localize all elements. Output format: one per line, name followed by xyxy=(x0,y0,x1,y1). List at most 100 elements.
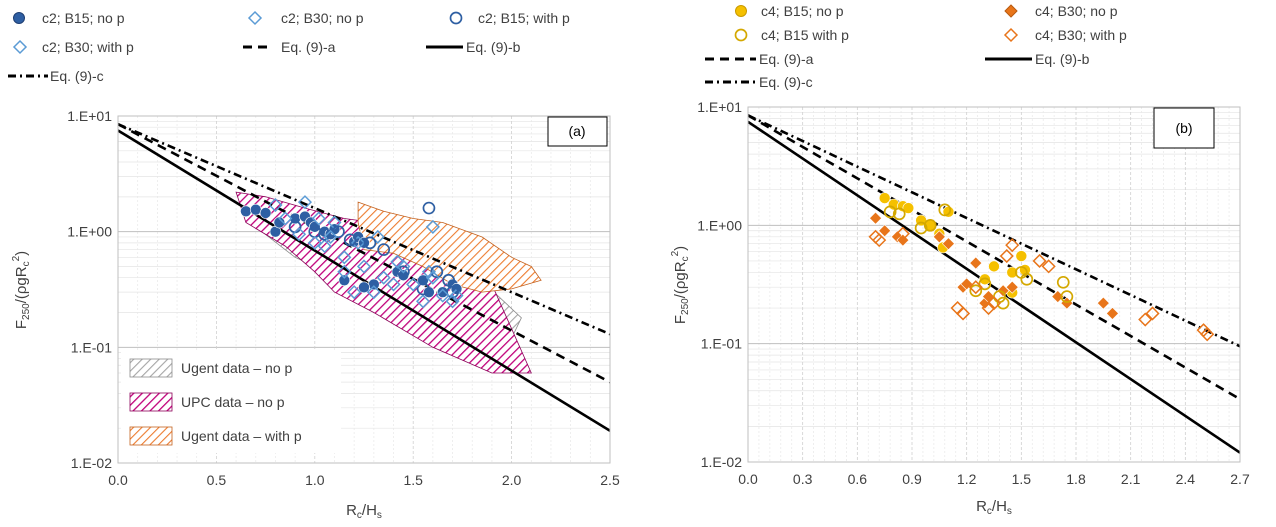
equation-lines xyxy=(748,114,1240,454)
data-point xyxy=(318,227,331,241)
equation-line xyxy=(748,120,1240,454)
data-point xyxy=(869,211,882,225)
data-point xyxy=(297,195,313,210)
data-point xyxy=(356,259,372,274)
data-point xyxy=(370,229,385,245)
equation-lines xyxy=(118,122,610,432)
data-point xyxy=(878,224,892,238)
legend-item: Eq. (9)-a xyxy=(705,51,814,67)
equation-line xyxy=(748,114,1240,348)
area-legend-a: Ugent data – no p UPC data – no p Ugent … xyxy=(121,351,341,453)
filled-diamond-marker-icon xyxy=(1004,4,1018,18)
data-point xyxy=(955,306,971,321)
data-point xyxy=(358,281,370,294)
x-axis-title: Rc/Hs xyxy=(346,502,382,521)
x-tick-label: 2.7 xyxy=(1230,471,1250,487)
data-point xyxy=(311,211,326,226)
panel-label-box xyxy=(1153,107,1215,149)
y-tick-label: 1.E+00 xyxy=(697,217,742,233)
equation-line xyxy=(118,122,610,336)
data-point xyxy=(895,226,910,241)
equation-line xyxy=(118,123,610,384)
legend-label: Eq. (9)-a xyxy=(281,39,336,55)
panel-label-box xyxy=(547,116,608,147)
data-point xyxy=(351,235,366,250)
data-point xyxy=(878,192,891,204)
data-point xyxy=(390,254,405,269)
legend-item: c4; B30; with p xyxy=(1003,27,1127,43)
equation-line xyxy=(748,114,1240,401)
x-tick-label: 1.2 xyxy=(957,471,977,487)
x-tick-label: 2.0 xyxy=(502,472,522,488)
legend-b: c4; B15; no p c4; B30; no p c4; B15 with… xyxy=(705,3,1127,90)
plot-area-border xyxy=(747,106,1241,463)
legend-item: c4; B30; no p xyxy=(1004,3,1118,19)
legend-item: Eq. (9)-c xyxy=(705,74,813,90)
y-tick-label: 1.E-02 xyxy=(71,455,112,471)
data-point xyxy=(273,216,286,229)
data-point xyxy=(1138,312,1153,327)
data-point xyxy=(397,265,410,279)
legend-item: c2; B30; with p xyxy=(12,39,134,55)
legend-item: c2; B15; with p xyxy=(449,10,570,26)
data-point xyxy=(415,294,431,309)
data-point xyxy=(347,285,362,300)
area-legend-label: Ugent data – no p xyxy=(181,360,293,376)
shaded-area xyxy=(235,191,532,374)
data-point xyxy=(430,265,444,279)
legend-label: c4; B30; with p xyxy=(1035,27,1127,43)
data-point xyxy=(1032,253,1047,269)
legend-swatch-orange xyxy=(129,426,173,446)
data-point xyxy=(337,264,352,279)
data-point xyxy=(1006,266,1019,279)
data-point xyxy=(1005,280,1019,294)
open-diamond-marker-icon xyxy=(1003,27,1019,43)
equation-line xyxy=(118,129,610,432)
legend-swatch-magenta xyxy=(129,392,173,412)
data-point xyxy=(425,270,440,285)
legend-label: c2; B30; with p xyxy=(42,39,134,55)
data-point xyxy=(268,197,283,213)
data-point xyxy=(960,277,974,291)
data-point xyxy=(1060,290,1074,303)
panel-label: (a) xyxy=(568,123,585,139)
data-point xyxy=(240,205,252,218)
x-tick-label: 1.5 xyxy=(1012,471,1032,487)
data-point xyxy=(1106,307,1119,320)
data-point xyxy=(307,235,322,250)
data-point xyxy=(397,269,410,282)
x-tick-label: 2.5 xyxy=(600,472,620,488)
legend-label: c4; B15 with p xyxy=(761,27,849,43)
data-point xyxy=(416,282,430,296)
legend-label: Eq. (9)-b xyxy=(466,39,521,55)
legend-label: Eq. (9)-c xyxy=(50,68,104,84)
data-point xyxy=(981,300,996,316)
legend-item: c2; B30; no p xyxy=(247,10,364,26)
x-tick-label: 1.5 xyxy=(403,472,423,488)
data-point xyxy=(425,219,440,234)
x-tick-label: 0.5 xyxy=(207,472,227,488)
legend-label: Eq. (9)-b xyxy=(1035,51,1090,67)
legend-a: c2; B15; no p c2; B30; no p c2; B15; wit… xyxy=(8,10,570,84)
filled-circle-marker-icon xyxy=(735,5,747,17)
open-diamond-marker-icon xyxy=(12,39,28,55)
data-point xyxy=(986,296,1002,311)
legend-item: c2; B15; no p xyxy=(13,10,125,26)
legend-item: Eq. (9)-c xyxy=(8,68,104,84)
legend-item: c4; B15 with p xyxy=(734,27,849,43)
chart-panel-a: 0.0 0.5 1.0 1.5 2.0 2.5 1.E-021.E-011.E+001.E… xyxy=(8,10,620,521)
data-point xyxy=(386,277,401,292)
y-tick-labels: 1.E-02 1.E-01 1.E+00 1.E+01 xyxy=(67,108,112,471)
filled-circle-marker-icon xyxy=(13,12,25,24)
data-point xyxy=(968,280,983,295)
area-legend-label: Ugent data – with p xyxy=(181,428,302,444)
area-legend-label: UPC data – no p xyxy=(181,394,285,410)
legend-item: Eq. (9)-b xyxy=(426,39,521,55)
legend-label: c4; B15; no p xyxy=(761,3,844,19)
data-point xyxy=(969,256,983,270)
data-point xyxy=(343,233,357,247)
data-point xyxy=(368,278,380,291)
data-point xyxy=(872,233,887,248)
data-point xyxy=(449,288,464,303)
legend-label: c2; B15; no p xyxy=(42,10,125,26)
